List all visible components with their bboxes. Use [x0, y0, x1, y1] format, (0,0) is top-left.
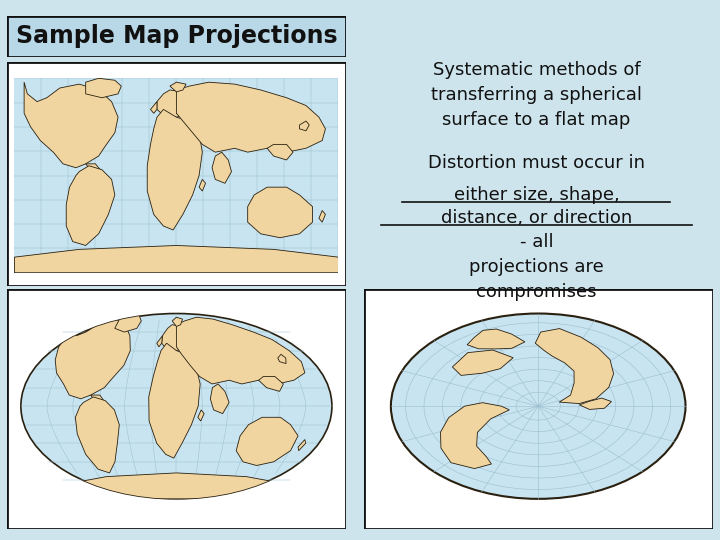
Ellipse shape	[21, 314, 332, 499]
Polygon shape	[76, 397, 120, 473]
Polygon shape	[66, 166, 115, 246]
Text: either size, shape,: either size, shape,	[454, 186, 619, 204]
Text: Systematic methods of
transferring a spherical
surface to a flat map: Systematic methods of transferring a sph…	[431, 61, 642, 129]
Polygon shape	[86, 78, 121, 98]
Text: Distortion must occur in: Distortion must occur in	[428, 154, 645, 172]
Polygon shape	[298, 440, 306, 451]
Text: Mercator: Mercator	[21, 258, 106, 276]
Polygon shape	[66, 473, 287, 499]
Polygon shape	[580, 398, 611, 409]
Polygon shape	[198, 410, 204, 421]
Polygon shape	[157, 336, 163, 347]
Text: Sample Map Projections: Sample Map Projections	[16, 24, 337, 49]
Polygon shape	[258, 376, 284, 392]
Circle shape	[391, 314, 685, 499]
Polygon shape	[210, 384, 229, 414]
Polygon shape	[319, 211, 325, 222]
Polygon shape	[278, 354, 286, 363]
Text: distance, or direction: distance, or direction	[441, 210, 632, 227]
Polygon shape	[91, 395, 105, 406]
Polygon shape	[24, 82, 118, 168]
Polygon shape	[300, 121, 310, 131]
Polygon shape	[149, 343, 200, 458]
Polygon shape	[467, 329, 525, 349]
Polygon shape	[86, 164, 102, 176]
Polygon shape	[248, 187, 312, 238]
Polygon shape	[162, 325, 193, 350]
Polygon shape	[157, 90, 199, 117]
Polygon shape	[55, 317, 130, 399]
Polygon shape	[150, 102, 157, 113]
Polygon shape	[267, 144, 293, 160]
Polygon shape	[176, 82, 325, 152]
Polygon shape	[172, 317, 182, 327]
Polygon shape	[170, 82, 186, 92]
Polygon shape	[114, 314, 141, 332]
Text: - all
projections are
compromises: - all projections are compromises	[469, 233, 604, 301]
Polygon shape	[148, 110, 202, 230]
Polygon shape	[236, 417, 298, 465]
Polygon shape	[452, 350, 513, 375]
Polygon shape	[199, 179, 206, 191]
Polygon shape	[535, 328, 613, 403]
Polygon shape	[441, 403, 509, 469]
Text: Polar: Polar	[377, 501, 426, 518]
Text: Robinson: Robinson	[21, 501, 107, 518]
Polygon shape	[176, 317, 305, 384]
Polygon shape	[14, 246, 338, 273]
Polygon shape	[212, 152, 232, 183]
